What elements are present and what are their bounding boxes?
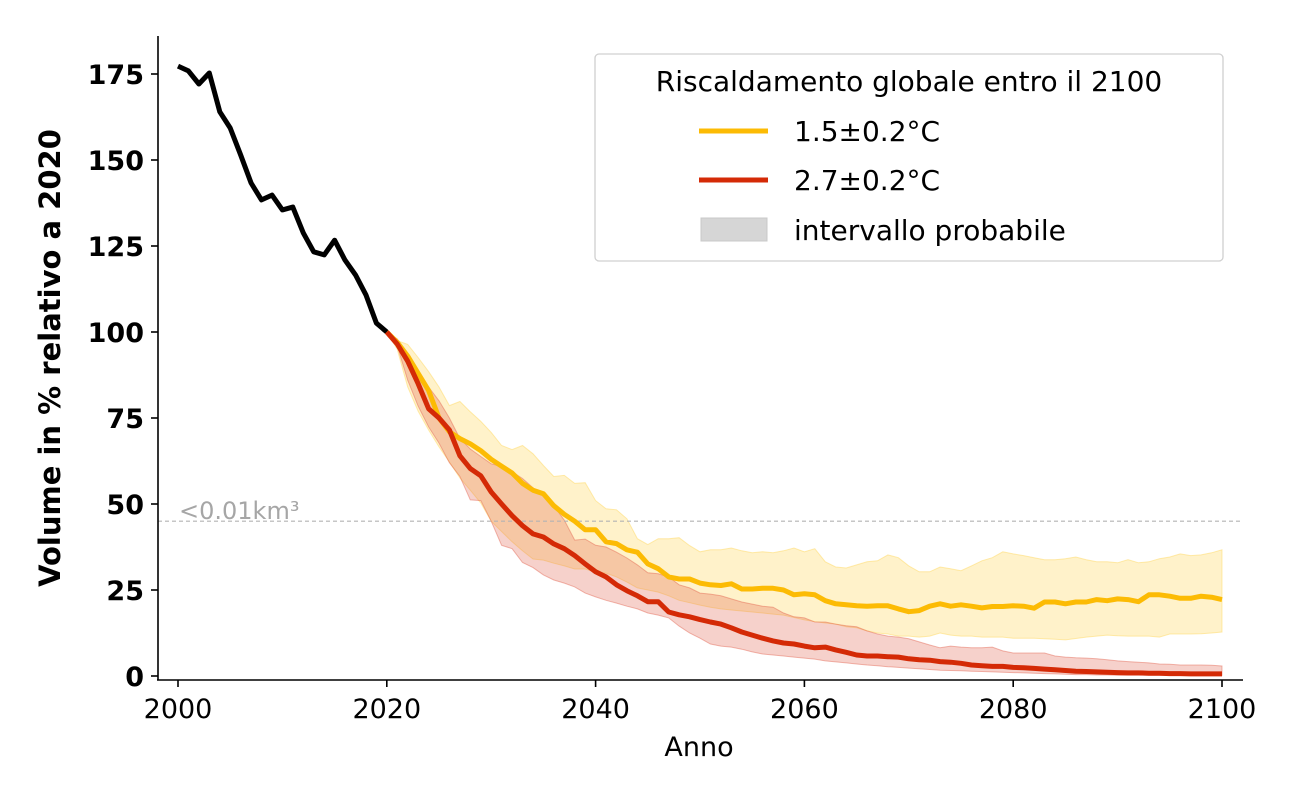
legend: Riscaldamento globale entro il 2100 1.5±… [594,53,1224,262]
y-tick-label: 75 [106,404,144,435]
y-tick-label: 25 [106,576,144,607]
threshold-label: <0.01km³ [179,497,299,525]
likely-range-bands [386,331,1223,676]
y-tick-label: 100 [88,318,144,349]
x-ticks: 2000 2020 2040 2060 2080 2100 [144,680,1257,725]
y-tick-label: 175 [88,60,144,91]
series-lines [176,63,1223,677]
legend-label-1-5c: 1.5±0.2°C [794,115,940,148]
x-tick-label: 2100 [1188,694,1257,725]
legend-title: Riscaldamento globale entro il 2100 [656,65,1162,98]
y-tick-label: 50 [106,490,144,521]
x-tick-label: 2020 [352,694,421,725]
y-tick-label: 0 [125,662,144,693]
x-tick-label: 2080 [979,694,1048,725]
historical-line [176,63,389,334]
series-line-1-5c [385,330,1223,615]
x-tick-label: 2000 [144,694,213,725]
y-tick-label: 150 [88,146,144,177]
x-tick-label: 2060 [770,694,839,725]
legend-label-likely-range: intervallo probabile [794,214,1066,247]
x-axis-label: Anno [664,732,733,763]
y-tick-label: 125 [88,232,144,263]
legend-frame [594,53,1224,262]
legend-swatch-likely-range [700,217,768,242]
series-line-2-7c [384,330,1222,677]
x-tick-label: 2040 [561,694,630,725]
threshold-group: <0.01km³ [158,497,1243,525]
likely-range-band-1-5c [386,331,1223,641]
legend-label-2-7c: 2.7±0.2°C [794,164,940,197]
y-ticks: 0 25 50 75 100 125 150 175 [88,60,158,693]
y-axis-label: Volume in % relativo a 2020 [33,129,67,587]
axes: 0 25 50 75 100 125 150 175 2000 2020 2040 2060 2080… [88,36,1257,725]
